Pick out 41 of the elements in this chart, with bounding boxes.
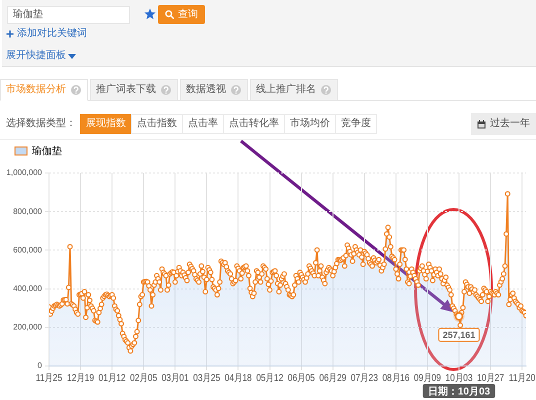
text: 过去一年 bbox=[490, 118, 530, 130]
text: 线上推广排名 bbox=[256, 84, 316, 96]
y-tick-label: 1,000,000 bbox=[6, 168, 43, 178]
x-tick-label: 09月09 bbox=[414, 372, 442, 383]
x-tick-label: 11月20 bbox=[508, 372, 536, 383]
x-tick-label: 02月05 bbox=[130, 372, 158, 383]
x-tick-label: 03月01 bbox=[162, 372, 189, 383]
text: 展现指数 bbox=[86, 118, 126, 130]
text: 点击率 bbox=[188, 118, 218, 130]
text-field: 瑜伽垫 bbox=[7, 6, 130, 24]
x-tick-label: 11月25 bbox=[36, 372, 62, 383]
x-tick-label: 03月25 bbox=[193, 372, 220, 383]
y-tick-label: 0 bbox=[38, 361, 43, 370]
x-tick-label: 06月05 bbox=[288, 372, 315, 383]
x-tick-label: 07月23 bbox=[350, 372, 378, 383]
text: 市场数据分析 bbox=[6, 84, 66, 96]
text: 推广词表下载 bbox=[96, 84, 156, 96]
x-tick-label: 04月18 bbox=[224, 372, 252, 383]
x-tick-label: 10月03 bbox=[445, 372, 473, 383]
y-tick-label: 400,000 bbox=[13, 284, 43, 294]
text: 选择数据类型： bbox=[6, 118, 76, 130]
text: 数据透视 bbox=[186, 84, 226, 96]
text: 市场均价 bbox=[290, 118, 330, 130]
y-tick-label: 200,000 bbox=[13, 322, 43, 332]
legend-label: 瑜伽垫 bbox=[32, 144, 62, 157]
x-tick-label: 08月16 bbox=[382, 372, 410, 383]
x-tick-label: 05月12 bbox=[256, 372, 284, 383]
x-tick-label: 12月19 bbox=[66, 372, 94, 383]
x-tick-label: 06月29 bbox=[319, 372, 346, 383]
text: 竞争度 bbox=[341, 118, 371, 130]
text: 点击指数 bbox=[137, 118, 177, 130]
text: 日期：10月03 bbox=[428, 385, 491, 398]
y-tick-label: 800,000 bbox=[13, 206, 43, 216]
y-tick-label: 600,000 bbox=[13, 245, 43, 254]
x-tick-label: 10月27 bbox=[476, 372, 504, 383]
text: 添加对比关键词 bbox=[17, 28, 87, 40]
text: 展开快捷面板 bbox=[6, 50, 66, 62]
text: 点击转化率 bbox=[229, 118, 279, 130]
text: 查询 bbox=[178, 8, 198, 20]
x-tick-label: 01月12 bbox=[98, 372, 126, 383]
annotation: 257,161 bbox=[442, 330, 476, 340]
